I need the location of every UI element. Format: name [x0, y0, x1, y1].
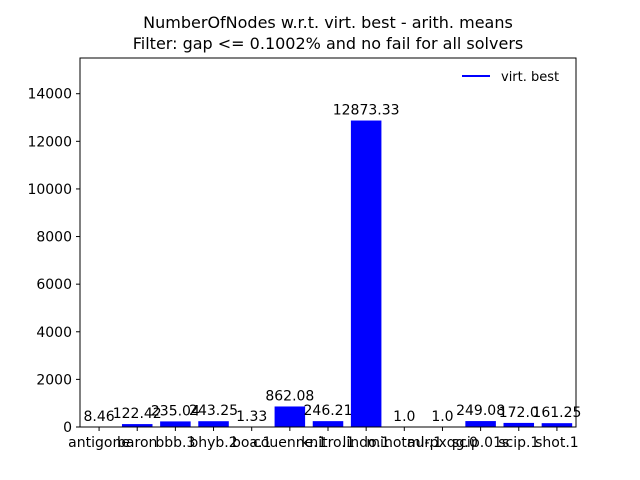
y-tick-label-3: 6000: [36, 277, 72, 293]
y-tick-label-7: 14000: [27, 87, 72, 103]
axes-frame: [79, 57, 577, 428]
bar-couenne.1: [274, 406, 306, 427]
y-tick-label-5: 10000: [27, 182, 72, 198]
x-tick-label-boa.1: boa.1: [232, 435, 271, 451]
x-tick-label-antigone: antigone: [68, 435, 130, 451]
x-tick-label-scip.1: scip.1: [498, 435, 539, 451]
data-label-knitro.1: 246.21: [304, 403, 353, 419]
chart-title-line-1: NumberOfNodes w.r.t. virt. best - arith.…: [143, 13, 513, 32]
legend-label: virt. best: [501, 70, 559, 85]
x-tick-label-baron: baron: [117, 435, 157, 451]
data-label-antigone: 8.46: [83, 409, 114, 425]
data-label-bhyb.2: 243.25: [189, 403, 238, 419]
x-tick-label-lindo.1: lindo.1: [343, 435, 390, 451]
legend: virt. best: [462, 70, 559, 85]
y-tick-label-0: 0: [63, 420, 72, 436]
bar-scip.1: [503, 422, 535, 427]
bar-lindo.1: [350, 120, 382, 428]
x-tick-label-bbb.3: bbb.3: [155, 435, 195, 451]
x-tick-label-couenne.1: couenne.1: [253, 435, 326, 451]
bar-knitro.1: [312, 421, 344, 427]
x-tick-label-shot.1: shot.1: [535, 435, 579, 451]
x-tick-label-knitro.1: knitro.1: [301, 435, 354, 451]
data-label-shot.1: 161.25: [532, 405, 581, 421]
data-label-lindo.1: 12873.33: [333, 103, 400, 119]
x-tick-label-minotaur.1: minotaur.1: [366, 435, 442, 451]
chart-title-line-2: Filter: gap <= 0.1002% and no fail for a…: [133, 34, 523, 53]
x-tick-label-bhyb.2: bhyb.2: [189, 435, 237, 451]
y-tick-label-6: 12000: [27, 134, 72, 150]
data-label-scip.01s: 249.08: [456, 403, 505, 419]
data-label-boa.1: 1.33: [236, 409, 267, 425]
data-label-scip.1: 172.0: [499, 405, 539, 421]
bar-bhyb.2: [198, 421, 229, 427]
y-tick-label-2: 4000: [36, 325, 72, 341]
data-label-minotaur.1: 1.0: [393, 409, 415, 425]
bar-shot.1: [541, 423, 573, 427]
plot-area: 0 2000 4000 6000 8000 10000 12000 14000 antigone…: [27, 87, 581, 451]
data-label-baron: 122.42: [113, 406, 162, 422]
data-label-ml-pxqg.0: 1.0: [431, 409, 453, 425]
x-tick-label-ml-pxqg.0: ml-pxqg.0: [407, 435, 478, 451]
bar-scip.01s: [465, 421, 496, 427]
data-label-couenne.1: 862.08: [265, 388, 314, 404]
bar-bbb.3: [160, 421, 191, 427]
x-tick-label-scip.01s: scip.01s: [452, 435, 509, 451]
y-tick-label-1: 2000: [36, 372, 72, 388]
data-label-bbb.3: 235.04: [151, 403, 200, 419]
y-tick-label-4: 8000: [36, 230, 72, 246]
bar-baron: [121, 424, 153, 427]
